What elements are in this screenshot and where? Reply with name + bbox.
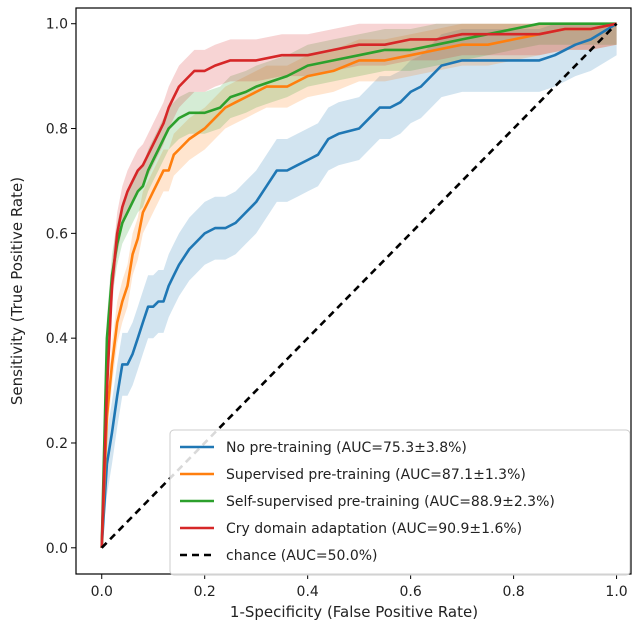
y-tick-label: 1.0	[46, 17, 68, 33]
y-tick-label: 0.8	[46, 122, 68, 138]
line-series-4	[100, 22, 617, 548]
x-axis-label: 1-Specificity (False Positive Rate)	[230, 603, 478, 621]
x-axis-ticks: 0.0 0.2 0.4 0.6 0.8 1.0	[91, 574, 628, 600]
y-tick-label: 0.4	[46, 331, 68, 347]
roc-curves	[100, 22, 618, 549]
x-tick-label: 0.8	[502, 584, 524, 600]
legend-entry: Self-supervised pre-training (AUC=88.9±2…	[226, 494, 555, 510]
line-series-3	[100, 22, 617, 548]
y-axis-ticks: 0.0 0.2 0.4 0.6 0.8 1.0	[46, 17, 76, 557]
y-tick-label: 0.2	[46, 436, 68, 452]
legend-entry: chance (AUC=50.0%)	[226, 548, 378, 564]
y-axis-label: Sensitivity (True Positive Rate)	[8, 177, 26, 405]
x-tick-label: 1.0	[605, 584, 627, 600]
legend-entry: No pre-training (AUC=75.3±3.8%)	[226, 440, 467, 456]
legend-entry: Supervised pre-training (AUC=87.1±1.3%)	[226, 467, 526, 483]
x-tick-label: 0.2	[194, 584, 216, 600]
x-tick-label: 0.6	[399, 584, 421, 600]
y-tick-label: 0.0	[46, 541, 68, 557]
legend: No pre-training (AUC=75.3±3.8%) Supervise…	[169, 429, 631, 576]
legend-entry: Cry domain adaptation (AUC=90.9±1.6%)	[226, 521, 522, 537]
line-series-2	[100, 22, 617, 548]
y-tick-label: 0.6	[46, 226, 68, 242]
legend-box	[169, 429, 631, 576]
x-tick-label: 0.4	[297, 584, 319, 600]
line-series-1	[100, 22, 618, 548]
x-tick-label: 0.0	[91, 584, 113, 600]
